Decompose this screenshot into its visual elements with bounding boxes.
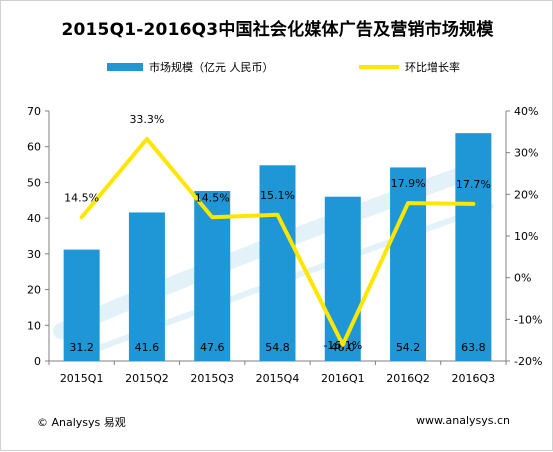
left-axis-tick-label: 40	[27, 212, 41, 225]
left-axis-tick-label: 50	[27, 176, 41, 189]
bar	[455, 133, 492, 361]
line-data-label: 15.1%	[260, 189, 295, 202]
right-axis-tick-label: 30%	[514, 147, 538, 160]
legend: 市场规模（亿元 人民币） 环比增长率	[107, 60, 460, 74]
x-axis-tick-label: 2015Q3	[190, 372, 234, 385]
left-axis-tick-label: 60	[27, 141, 41, 154]
line-data-label: 14.5%	[195, 191, 230, 204]
bar	[128, 212, 165, 361]
bar	[63, 249, 100, 361]
left-axis-ticks: 0 10 20 30 40 50 60 70	[27, 105, 49, 368]
bar	[390, 167, 427, 361]
bar-data-label: 47.6	[200, 341, 225, 354]
right-axis-tick-label: 20%	[514, 188, 538, 201]
footer-source: © Analysys 易观	[37, 416, 126, 429]
right-axis-tick-label: 10%	[514, 230, 538, 243]
x-axis-tick-label: 2015Q1	[60, 372, 104, 385]
footer-website: www.analysys.cn	[416, 414, 510, 427]
line-data-label: 14.5%	[64, 191, 99, 204]
bar-data-labels: 31.2 41.6 47.6 54.8 46.0 54.2 63.8	[69, 341, 485, 354]
bar	[324, 196, 361, 361]
left-axis-tick-label: 20	[27, 284, 41, 297]
left-axis-tick-label: 70	[27, 105, 41, 118]
left-axis-tick-label: 30	[27, 248, 41, 261]
right-axis-tick-label: -10%	[514, 313, 542, 326]
line-data-label: 17.7%	[456, 178, 491, 191]
bar-series	[63, 133, 492, 361]
left-axis-tick-label: 0	[34, 355, 41, 368]
legend-bar-swatch	[107, 63, 143, 71]
right-axis-tick-label: 40%	[514, 105, 538, 118]
bar-data-label: 46.0	[331, 341, 356, 354]
chart-title: 2015Q1-2016Q3中国社会化媒体广告及营销市场规模	[61, 20, 494, 40]
line-data-label: -16.1%	[323, 339, 362, 352]
line-data-labels: 14.5% 33.3% 14.5% 15.1% -16.1% 17.9% 17.7%	[64, 113, 491, 352]
bar-data-label: 63.8	[461, 341, 486, 354]
legend-bar-label: 市场规模（亿元 人民币）	[149, 60, 274, 74]
legend-line-label: 环比增长率	[405, 60, 460, 74]
line-data-label: 33.3%	[129, 113, 164, 126]
growth-rate-line	[79, 136, 476, 347]
x-axis-tick-label: 2016Q2	[386, 372, 430, 385]
right-axis-ticks: -20% -10% 0% 10% 20% 30% 40%	[506, 105, 542, 368]
x-axis-tick-label: 2016Q3	[452, 372, 496, 385]
x-axis-tick-label: 2016Q1	[321, 372, 365, 385]
axes: 0 10 20 30 40 50 60 70 -20% -10% 0% 10% 20% 30% 40% 2…	[27, 105, 542, 385]
line-data-label: 17.9%	[391, 177, 426, 190]
right-axis-tick-label: 0%	[514, 272, 531, 285]
x-axis-ticks: 2015Q1 2015Q2 2015Q3 2015Q4 2016Q1 2016Q2 2016…	[48, 361, 507, 385]
bar-data-label: 41.6	[135, 341, 160, 354]
bar	[194, 191, 231, 361]
x-axis-tick-label: 2015Q2	[125, 372, 169, 385]
x-axis-tick-label: 2015Q4	[256, 372, 300, 385]
bar-data-label: 54.2	[396, 341, 421, 354]
right-axis-tick-label: -20%	[514, 355, 542, 368]
bar-data-label: 31.2	[69, 341, 94, 354]
left-axis-tick-label: 10	[27, 319, 41, 332]
bar-data-label: 54.8	[265, 341, 290, 354]
bar	[259, 165, 296, 361]
